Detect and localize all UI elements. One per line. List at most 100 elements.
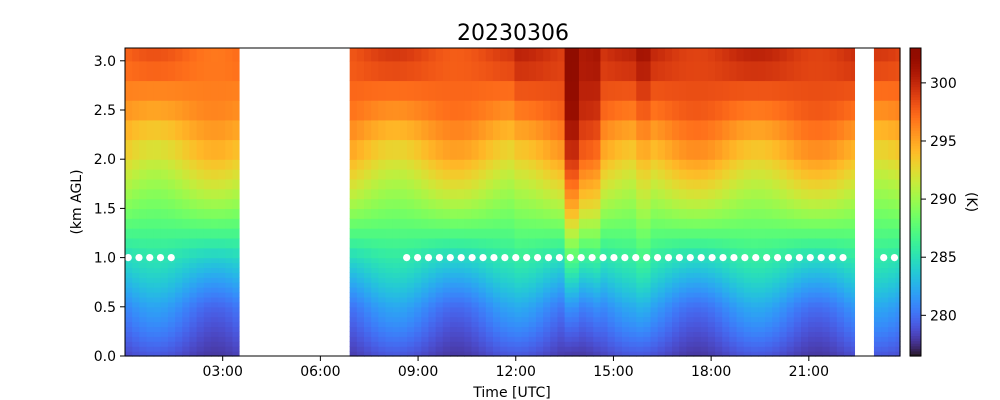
heatmap-cell	[428, 218, 437, 229]
heatmap-cell	[707, 48, 716, 62]
heatmap-cell	[132, 282, 140, 288]
heatmap-cell	[428, 178, 437, 190]
heatmap-cell	[793, 346, 802, 352]
heatmap-cell	[836, 169, 845, 180]
heatmap-cell	[196, 341, 205, 347]
heatmap	[125, 48, 901, 357]
heatmap-cell	[564, 262, 573, 269]
heatmap-cell	[822, 60, 831, 82]
colorbar-tick-label: 280	[930, 308, 957, 324]
heatmap-cell	[679, 282, 687, 288]
heatmap-cell	[571, 257, 580, 264]
heatmap-cell	[557, 169, 566, 180]
heatmap-cell	[514, 257, 523, 264]
heatmap-cell	[765, 316, 773, 323]
heatmap-cell	[578, 169, 587, 180]
colorbar-swatch	[910, 127, 921, 131]
heatmap-cell	[636, 301, 644, 308]
heatmap-cell	[707, 282, 716, 288]
heatmap-cell	[356, 316, 365, 323]
heatmap-cell	[564, 159, 573, 170]
heatmap-cell	[182, 336, 191, 342]
heatmap-cell	[772, 262, 781, 269]
heatmap-cell	[485, 159, 494, 170]
heatmap-cell	[607, 292, 616, 298]
colorbar-swatch	[910, 135, 921, 139]
heatmap-cell	[715, 277, 723, 283]
heatmap-cell	[600, 159, 609, 170]
heatmap-cell	[643, 316, 652, 323]
colorbar-swatch	[910, 150, 921, 154]
heatmap-cell	[492, 188, 501, 200]
heatmap-cell	[196, 208, 205, 219]
heatmap-cell	[442, 292, 451, 298]
heatmap-cell	[895, 346, 901, 352]
heatmap-cell	[528, 331, 537, 337]
heatmap-cell	[203, 311, 212, 318]
heatmap-cell	[664, 100, 673, 121]
heatmap-cell	[175, 331, 183, 337]
heatmap-cell	[786, 80, 795, 101]
heatmap-cell	[786, 301, 795, 308]
heatmap-cell	[543, 159, 551, 170]
heatmap-cell	[528, 267, 537, 273]
heatmap-cell	[743, 169, 752, 180]
heatmap-cell	[500, 346, 508, 352]
heatmap-cell	[378, 287, 387, 293]
heatmap-cell	[829, 188, 838, 200]
heatmap-cell	[729, 237, 738, 249]
heatmap-cell	[808, 267, 816, 273]
heatmap-cell	[607, 237, 616, 249]
heatmap-cell	[736, 178, 745, 190]
heatmap-cell	[364, 296, 372, 303]
heatmap-cell	[407, 287, 415, 293]
heatmap-cell	[399, 198, 408, 209]
heatmap-cell	[679, 119, 687, 141]
heatmap-cell	[414, 139, 422, 160]
heatmap-cell	[507, 100, 516, 121]
heatmap-cell	[139, 326, 148, 332]
heatmap-cell	[167, 188, 176, 200]
heatmap-cell	[557, 316, 566, 323]
heatmap-cell	[686, 296, 695, 303]
heatmap-cell	[650, 341, 659, 347]
heatmap-cell	[600, 336, 609, 342]
heatmap-cell	[550, 301, 559, 308]
heatmap-cell	[535, 311, 544, 318]
heatmap-cell	[614, 80, 623, 101]
colorbar-swatch	[910, 119, 921, 124]
heatmap-cell	[895, 169, 901, 180]
heatmap-cell	[815, 296, 824, 303]
heatmap-cell	[153, 60, 162, 82]
heatmap-cell	[160, 247, 169, 259]
heatmap-cell	[686, 301, 695, 308]
heatmap-cell	[167, 208, 176, 219]
heatmap-cell	[693, 218, 702, 229]
heatmap-cell	[851, 277, 856, 283]
heatmap-cell	[407, 48, 415, 62]
heatmap-cell	[218, 326, 226, 332]
heatmap-cell	[664, 237, 673, 249]
heatmap-cell	[808, 262, 816, 269]
heatmap-cell	[471, 60, 480, 82]
heatmap-cell	[808, 188, 816, 200]
heatmap-cell	[693, 60, 702, 82]
heatmap-cell	[793, 218, 802, 229]
heatmap-cell	[132, 48, 140, 62]
heatmap-cell	[672, 272, 680, 278]
heatmap-cell	[225, 331, 234, 337]
heatmap-cell	[607, 80, 616, 101]
heatmap-cell	[743, 48, 752, 62]
heatmap-cell	[349, 119, 358, 141]
colorbar-swatch	[910, 155, 921, 159]
colorbar-swatch	[910, 63, 921, 67]
heatmap-cell	[801, 311, 809, 318]
heatmap-cell	[167, 60, 176, 82]
heatmap-cell	[888, 48, 897, 62]
heatmap-cell	[132, 169, 140, 180]
heatmap-cell	[643, 326, 652, 332]
heatmap-cell	[765, 311, 773, 318]
heatmap-cell	[636, 326, 644, 332]
heatmap-cell	[471, 188, 480, 200]
heatmap-cell	[492, 198, 501, 209]
